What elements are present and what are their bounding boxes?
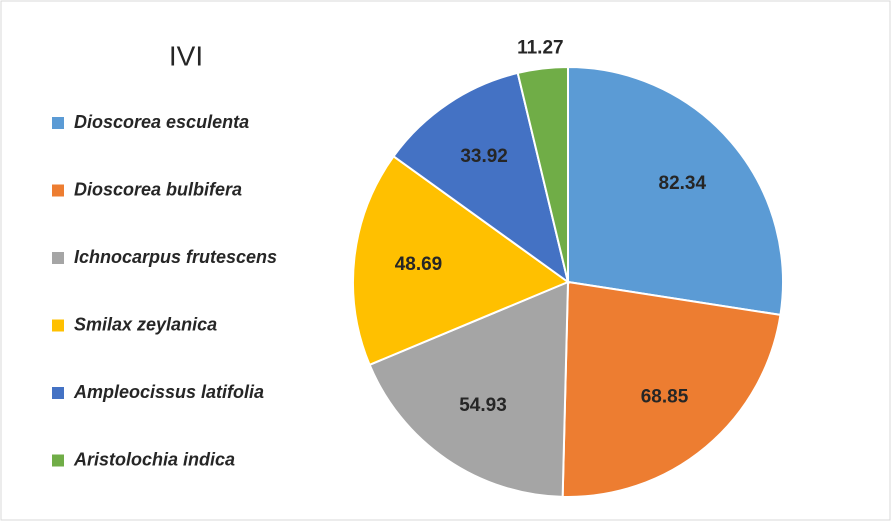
pie-slice [352, 154, 571, 367]
legend-swatch [52, 454, 64, 467]
legend-swatch [52, 184, 64, 197]
data-label: 48.69 [395, 254, 443, 275]
legend-swatch [52, 252, 64, 264]
pie-slice [561, 280, 782, 498]
legend-label: Ampleocissus latifolia [73, 382, 264, 402]
data-label: 33.92 [460, 146, 508, 167]
legend-label: Aristolochia indica [73, 449, 235, 469]
legend-swatch [52, 319, 64, 332]
legend-swatch [52, 387, 64, 399]
legend-label: Dioscorea esculenta [74, 112, 249, 132]
data-label: 82.34 [659, 173, 707, 194]
legend-label: Ichnocarpus frutescens [74, 247, 277, 267]
pie-slice [516, 65, 569, 283]
pie-slice [368, 280, 570, 498]
data-label: 54.93 [459, 395, 507, 416]
legend-swatch [52, 117, 64, 129]
data-label: 68.85 [641, 387, 689, 408]
data-label: 11.27 [517, 38, 564, 59]
legend-label: Dioscorea bulbifera [74, 179, 242, 199]
legend-label: Smilax zeylanica [74, 314, 217, 334]
chart-title: IVI [169, 40, 203, 71]
pie-slice [567, 65, 784, 317]
pie-slice [392, 71, 570, 285]
